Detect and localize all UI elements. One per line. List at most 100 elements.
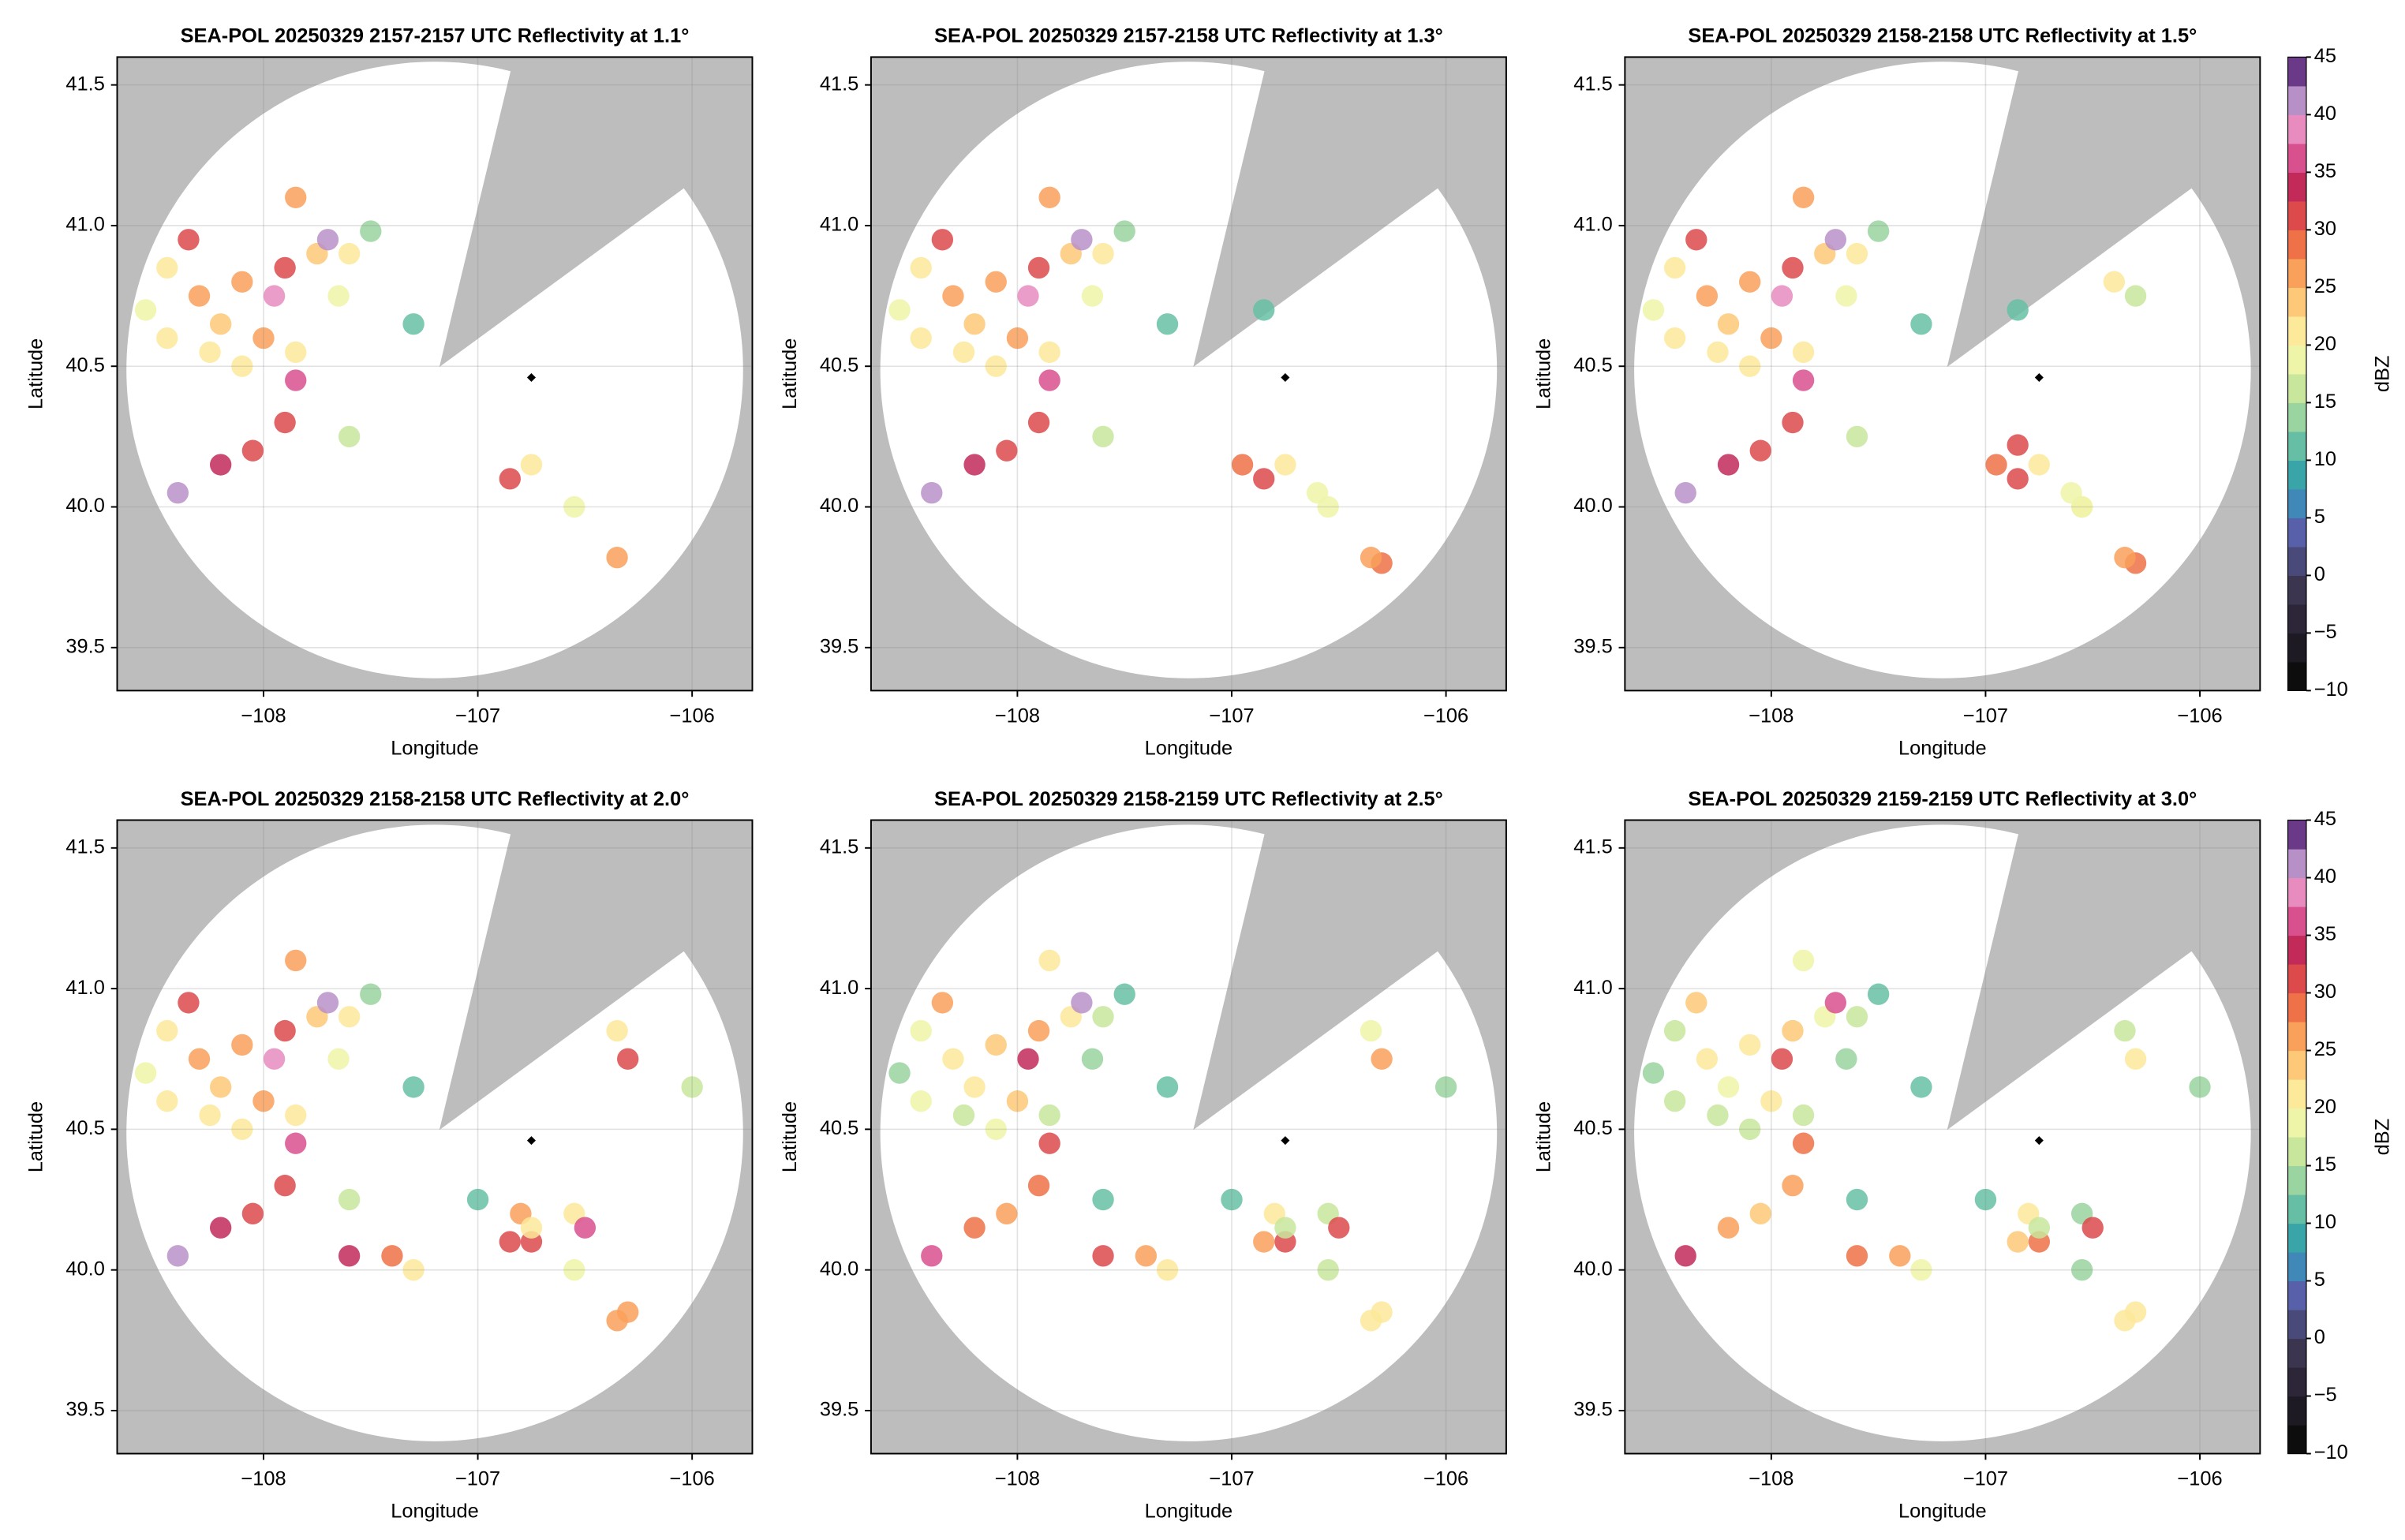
echo (1663, 327, 1686, 349)
colorbar-swatch (2287, 345, 2306, 375)
colorbar-tick-label: 40 (2314, 865, 2336, 888)
echo (1663, 1090, 1686, 1112)
echo (156, 256, 178, 279)
echo (1113, 983, 1135, 1005)
echo (1985, 454, 2007, 476)
colorbar-swatch (2287, 373, 2306, 403)
colorbar-tick-label: −5 (2314, 1384, 2337, 1406)
echo (209, 313, 232, 335)
echo (178, 992, 200, 1014)
echo (1221, 1188, 1243, 1211)
panel: −108 −107 −106 39.5 40.0 40.5 41.0 41.5 SEA-POL … (25, 788, 754, 1522)
echo (338, 1006, 361, 1028)
echo (1253, 299, 1275, 321)
echo (1274, 454, 1296, 476)
echo (2070, 1259, 2093, 1281)
colorbar-tick-label: 30 (2314, 218, 2336, 240)
echo (1867, 983, 1890, 1005)
colorbar-swatch (2287, 992, 2306, 1022)
y-tick-label: 40.0 (1573, 1258, 1612, 1280)
echo (1092, 1006, 1114, 1028)
y-tick-label: 40.0 (65, 495, 104, 517)
colorbar-tick-label: 5 (2314, 1269, 2325, 1291)
echo (156, 1019, 178, 1042)
echo (1092, 1245, 1114, 1267)
echo (942, 1048, 964, 1070)
echo (1707, 341, 1729, 364)
colorbar-swatch (2287, 877, 2306, 907)
echo (1782, 411, 1804, 434)
echo (1889, 1245, 1911, 1267)
y-tick-label: 39.5 (65, 1399, 104, 1421)
blocked-sector (1193, 57, 1506, 368)
echo (1434, 1076, 1457, 1098)
echo (1717, 1217, 1740, 1239)
echo (1253, 1231, 1275, 1253)
echo (134, 1062, 157, 1084)
colorbar-tick-label: −10 (2314, 1441, 2348, 1463)
colorbar-swatch (2287, 431, 2306, 461)
x-tick-label: −108 (241, 1467, 286, 1490)
echo (1328, 1217, 1350, 1239)
x-tick-label: −107 (1963, 705, 2008, 727)
colorbar-swatch (2287, 488, 2306, 518)
x-axis-label: Longitude (1898, 737, 1987, 759)
colorbar-swatch (2287, 85, 2306, 115)
echo (1760, 1090, 1782, 1112)
echo (1792, 341, 1815, 364)
echo (2189, 1076, 2211, 1098)
colorbar-swatch (2287, 258, 2306, 288)
plot-area (870, 57, 1506, 691)
blocked-sector (1193, 820, 1506, 1131)
colorbar-tick-label: 45 (2314, 808, 2336, 830)
x-tick-label: −108 (995, 705, 1040, 727)
echo (1674, 1245, 1696, 1267)
x-tick-label: −108 (1749, 1467, 1793, 1490)
colorbar-swatch (2287, 661, 2306, 691)
colorbar-frame (2287, 56, 2307, 691)
echo (1749, 439, 1771, 462)
echo (263, 285, 286, 307)
echo (1782, 256, 1804, 279)
echo (1135, 1245, 1158, 1267)
y-tick-label: 40.5 (1573, 1117, 1612, 1139)
chart-title: SEA-POL 20250329 2158-2159 UTC Reflectiv… (934, 788, 1443, 810)
echo (888, 1062, 911, 1084)
panel: −108 −107 −106 39.5 40.0 40.5 41.0 41.5 SEA-POL … (25, 25, 754, 759)
site-marker (526, 372, 536, 383)
echo (1910, 1076, 1932, 1098)
x-tick-label: −107 (1209, 1467, 1254, 1490)
colorbar-swatch (2287, 906, 2306, 936)
echo (134, 299, 157, 321)
frame (1624, 56, 2261, 692)
echo (1910, 313, 1932, 335)
echo (1792, 1104, 1815, 1127)
y-tick-label: 41.5 (820, 73, 858, 95)
x-tick-label: −108 (995, 1467, 1040, 1490)
x-tick-label: −108 (241, 705, 286, 727)
echo (1038, 949, 1060, 972)
echo (338, 425, 361, 448)
echo (931, 992, 954, 1014)
colorbar-tick-label: 0 (2314, 1326, 2325, 1348)
colorbar-swatch (2287, 57, 2306, 87)
echo (1835, 1048, 1857, 1070)
plot-area (870, 820, 1506, 1454)
echo (1846, 242, 1868, 265)
y-tick-label: 41.5 (65, 836, 104, 858)
y-tick-label: 39.5 (820, 636, 858, 658)
echo (1360, 1019, 1382, 1042)
site-marker (1281, 1136, 1290, 1146)
plot-area (117, 820, 753, 1454)
echo (1231, 454, 1254, 476)
x-tick-label: −107 (455, 705, 500, 727)
echo (156, 1090, 178, 1112)
x-tick-label: −108 (1749, 705, 1793, 727)
echo (1782, 1019, 1804, 1042)
x-tick-label: −107 (1963, 1467, 2008, 1490)
x-axis-label: Longitude (391, 1500, 479, 1522)
echo (1739, 1118, 1761, 1141)
echo (1317, 1259, 1339, 1281)
echo (520, 1217, 543, 1239)
echo (952, 341, 975, 364)
